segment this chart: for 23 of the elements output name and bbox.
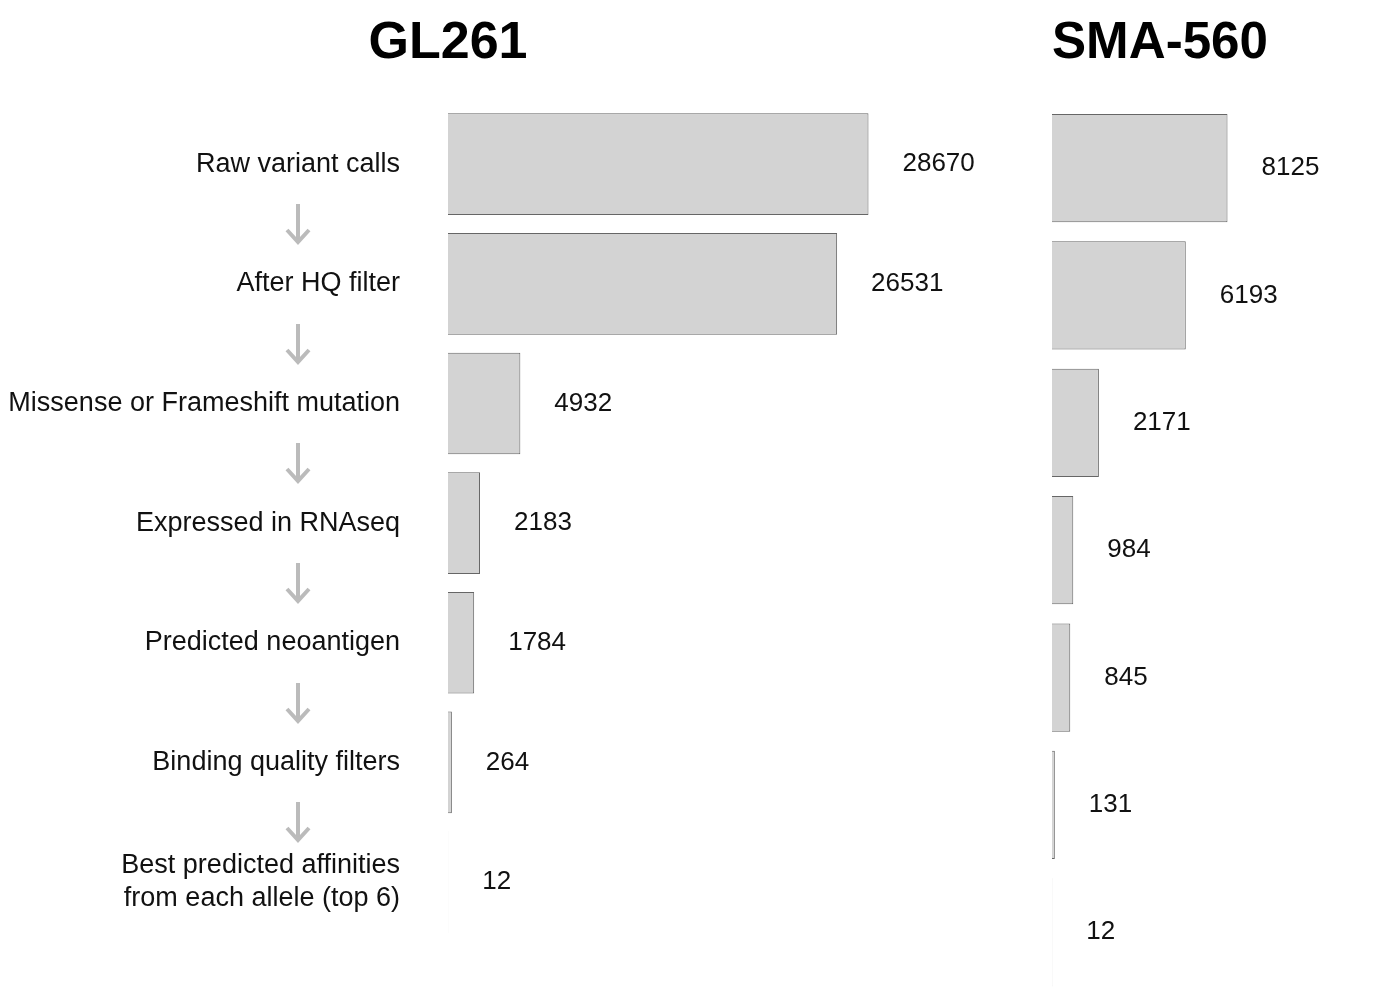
y-tick-label: After HQ filter xyxy=(236,267,401,298)
data-label: 2183 xyxy=(514,506,572,537)
data-label: 845 xyxy=(1104,660,1148,691)
data-label: 984 xyxy=(1107,533,1151,564)
data-label: 131 xyxy=(1088,788,1133,819)
data-label: 12 xyxy=(482,865,512,896)
y-tick-label: Binding quality filters xyxy=(152,745,400,776)
data-label: 8125 xyxy=(1261,151,1320,182)
data-label: 1784 xyxy=(508,625,567,656)
data-label: 2171 xyxy=(1132,406,1191,436)
data-label: 26531 xyxy=(871,267,944,298)
y-tick-label: Raw variant calls xyxy=(195,147,400,178)
y-tick-label: Expressed in RNAseq xyxy=(135,506,400,537)
data-label: 12 xyxy=(1086,915,1116,946)
chart-title: SMA-560 xyxy=(1052,10,1268,69)
data-label: 6193 xyxy=(1219,278,1278,309)
y-tick-label: Best predicted affinities from each allele (top 6) xyxy=(121,849,400,912)
data-label: 4932 xyxy=(554,386,613,417)
data-label: 264 xyxy=(485,745,530,776)
chart-title: GL261 xyxy=(368,10,528,69)
y-tick-label: Missense or Frameshift mutation xyxy=(8,386,400,417)
y-tick-label: Predicted neoantigen xyxy=(144,626,400,657)
data-label: 28670 xyxy=(902,147,975,178)
